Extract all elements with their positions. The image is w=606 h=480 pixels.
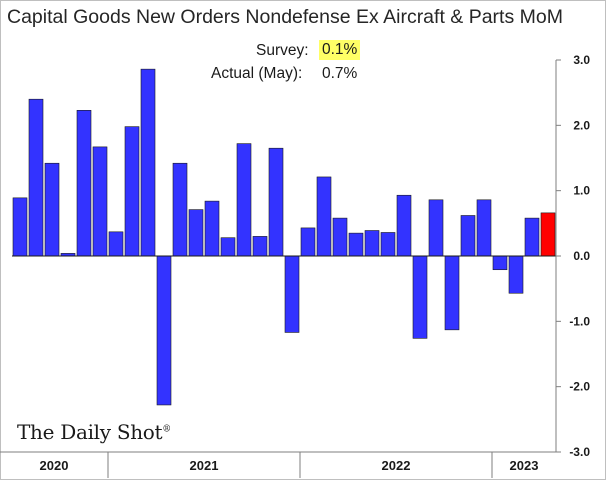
bar [172, 162, 188, 257]
y-tick-label: 1.0 [573, 184, 590, 198]
bar [156, 255, 172, 406]
bar [188, 209, 204, 257]
bar [12, 197, 28, 257]
actual-label: Actual (May): [211, 65, 303, 82]
bar [332, 217, 348, 257]
bar [92, 146, 108, 257]
bar [268, 147, 284, 257]
bar [476, 199, 492, 257]
bar [492, 255, 508, 271]
year-label: 2023 [510, 458, 539, 473]
bar [444, 255, 460, 331]
y-tick-label: 2.0 [573, 118, 590, 132]
bar [284, 255, 300, 333]
year-label: 2022 [382, 458, 411, 473]
bar [380, 232, 396, 257]
bar [460, 215, 476, 257]
survey-value: 0.1% [319, 40, 361, 60]
survey-label: Survey: [256, 42, 309, 59]
y-tick-label: 3.0 [573, 53, 590, 67]
bar [524, 217, 540, 257]
bar [124, 126, 140, 257]
bar [396, 194, 412, 257]
y-tick-label: 0.0 [573, 249, 590, 263]
year-label: 2021 [190, 458, 219, 473]
bar [364, 230, 380, 257]
y-tick-label: -2.0 [569, 380, 590, 394]
bar [300, 227, 316, 257]
bar [252, 236, 268, 257]
bar [28, 98, 44, 257]
bar [108, 231, 124, 257]
bar [540, 212, 556, 257]
bar [348, 232, 364, 257]
bar [316, 176, 332, 257]
daily-shot-logo: The Daily Shot® [17, 420, 171, 444]
bar [140, 68, 156, 257]
bar [44, 162, 60, 257]
bar [76, 110, 92, 257]
bar [508, 255, 524, 294]
bar [220, 237, 236, 257]
bar [412, 255, 428, 339]
year-label: 2020 [40, 458, 69, 473]
y-tick-label: -3.0 [569, 445, 590, 459]
bar [236, 143, 252, 257]
bar [428, 199, 444, 257]
chart-title: Capital Goods New Orders Nondefense Ex A… [7, 6, 563, 28]
actual-value: 0.7% [322, 65, 358, 82]
y-tick-label: -1.0 [569, 314, 590, 328]
bar [204, 200, 220, 257]
